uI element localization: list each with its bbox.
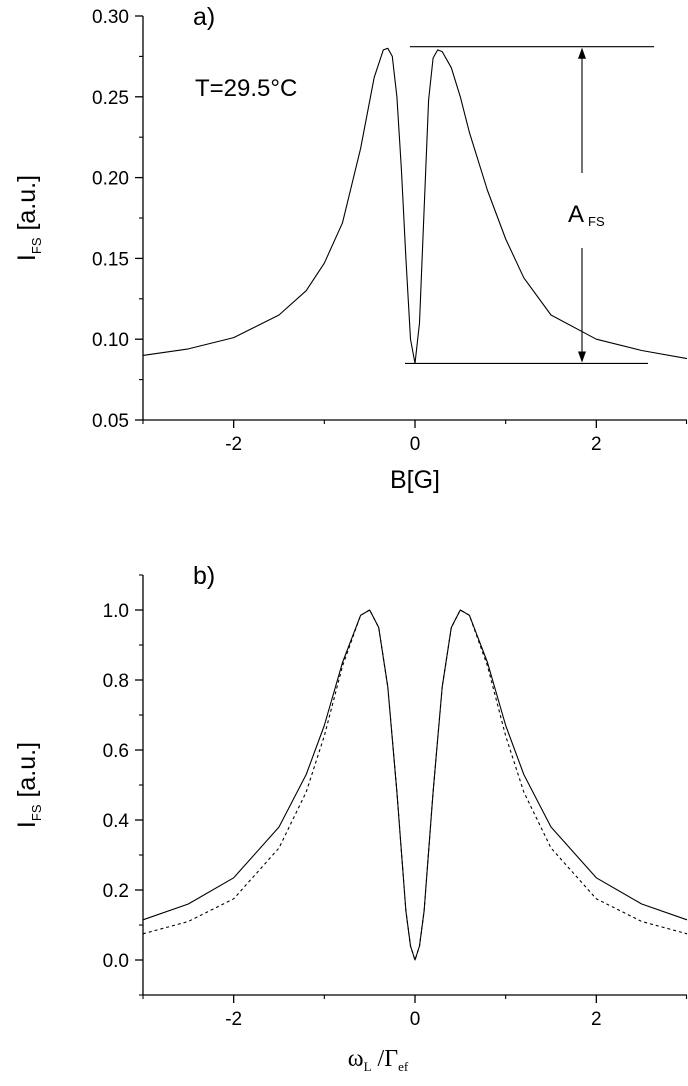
x-axis-title-sub2: ef (398, 1059, 409, 1074)
y-tick-label: 0.25 (92, 88, 129, 109)
panel-label: a) (193, 3, 215, 31)
y-tick-label: 0.4 (103, 811, 130, 832)
y-axis-title-main: I (13, 254, 41, 261)
amplitude-label-sub: FS (588, 214, 605, 229)
x-tick-label: 0 (410, 1009, 421, 1030)
x-tick-label: -2 (225, 434, 242, 455)
x-tick-label: 2 (591, 1009, 602, 1030)
x-axis-title-main: ω (348, 1046, 364, 1072)
series-line-solid (142, 609, 688, 961)
y-tick-label: 1.0 (103, 601, 129, 622)
y-tick-label: 0.2 (103, 881, 129, 902)
x-tick-label: -2 (225, 1009, 242, 1030)
y-axis-title-rest: [a.u.] (13, 742, 41, 805)
x-axis-title-mid: /Γ (372, 1046, 399, 1072)
y-axis-title: IFS [a.u.] (13, 742, 44, 828)
panel-b: 0.0 0.2 0.4 0.6 0.8 1.0 -2 0 2 b) IFS [a.u.] ωL /Γe… (13, 562, 688, 1074)
panel-a: 0.050.100.150.200.250.30-2 0 2a)IFS [a.u.]… (13, 3, 688, 494)
amplitude-label: A FS (568, 201, 605, 229)
y-axis-title-rest: [a.u.] (13, 175, 41, 238)
y-tick-label: 0.05 (92, 411, 129, 432)
amplitude-label-main: A (568, 201, 584, 228)
y-tick-label: 0.10 (92, 330, 129, 351)
y-tick-label: 0.20 (92, 169, 129, 190)
amplitude-arrowhead-down (578, 351, 586, 363)
y-axis-title: IFS [a.u.] (13, 175, 44, 261)
amplitude-arrowhead-up (578, 47, 586, 59)
temperature-annotation: T=29.5°C (195, 75, 297, 102)
y-tick-label: 0.0 (103, 951, 129, 972)
y-tick-label: 0.8 (103, 671, 129, 692)
panel-label: b) (193, 562, 215, 590)
y-axis-title-sub: FS (29, 237, 44, 254)
x-tick-label: 2 (591, 434, 602, 455)
x-axis-title: ωL /Γef (348, 1046, 409, 1074)
series-line-dashed (142, 609, 688, 961)
x-axis-title-sub1: L (364, 1059, 372, 1074)
x-tick-label: 0 (410, 434, 421, 455)
y-tick-label: 0.30 (92, 7, 129, 28)
y-tick-label: 0.6 (103, 741, 129, 762)
x-axis-title: B[G] (390, 466, 440, 494)
y-axis-title-main: I (13, 821, 41, 828)
y-tick-label: 0.15 (92, 249, 129, 270)
y-axis-title-sub: FS (29, 804, 44, 821)
